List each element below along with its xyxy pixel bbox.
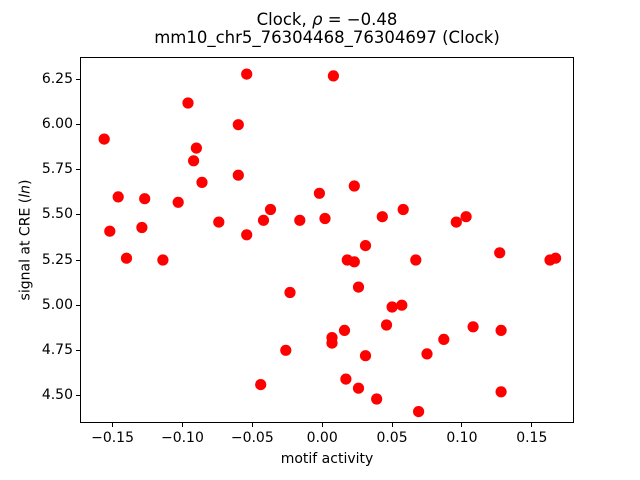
x-axis-label: motif activity [280, 451, 374, 467]
y-tick-mark [76, 214, 80, 216]
chart-subtitle: mm10_chr5_76304468_76304697 (Clock) [154, 27, 500, 47]
x-tick-label: 0.00 [306, 430, 338, 446]
y-tick-mark [76, 79, 80, 81]
y-tick-label: 5.25 [41, 251, 73, 268]
y-axis-label: signal at CRE (ln) [17, 179, 34, 301]
x-tick-label: 0.15 [516, 430, 548, 446]
y-tick-mark [76, 124, 80, 126]
chart-title-line1: Clock, ρ = −0.48 [256, 10, 398, 29]
x-tick-mark [251, 423, 253, 427]
x-tick-label: 0.10 [446, 430, 478, 446]
plot-area [80, 57, 574, 423]
x-tick-label: 0.05 [376, 430, 408, 446]
x-tick-mark [461, 423, 463, 427]
y-tick-label: 6.00 [41, 116, 73, 133]
x-tick-label: −0.05 [230, 430, 274, 446]
y-tick-label: 4.50 [41, 386, 73, 403]
y-tick-mark [76, 349, 80, 351]
x-tick-label: −0.10 [160, 430, 204, 446]
x-tick-mark [531, 423, 533, 427]
x-tick-label: −0.15 [91, 430, 134, 446]
y-tick-mark [76, 259, 80, 261]
y-tick-label: 5.00 [41, 296, 73, 313]
y-tick-label: 5.75 [41, 161, 73, 178]
x-tick-mark [321, 423, 323, 427]
x-tick-mark [391, 423, 393, 427]
x-tick-mark [181, 423, 183, 427]
rho-symbol: ρ [311, 10, 323, 29]
y-tick-mark [76, 169, 80, 171]
y-tick-label: 6.25 [41, 71, 73, 88]
y-tick-mark [76, 394, 80, 396]
y-tick-label: 4.75 [41, 341, 73, 358]
chart-title: Clock, ρ = −0.48 mm10_chr5_76304468_7630… [154, 11, 500, 46]
y-tick-label: 5.50 [41, 206, 73, 223]
x-tick-mark [112, 423, 114, 427]
y-tick-mark [76, 304, 80, 306]
